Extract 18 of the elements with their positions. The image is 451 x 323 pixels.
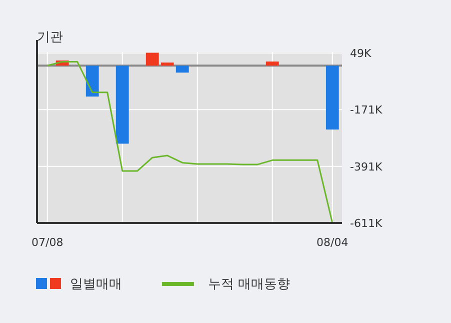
x-tick-label: 07/08: [32, 236, 64, 249]
bar: [326, 66, 339, 130]
bar: [86, 66, 99, 97]
bar: [116, 66, 129, 144]
chart-title: 기관: [37, 30, 63, 45]
y-tick-label: -171K: [350, 104, 383, 117]
legend-line: 누적 매매동향: [162, 277, 290, 292]
y-tick-label: 49K: [350, 47, 372, 60]
x-tick-label: 08/04: [316, 236, 348, 249]
y-tick-label: -391K: [350, 160, 383, 174]
bar: [160, 62, 174, 66]
bar: [146, 52, 159, 66]
bar: [176, 66, 189, 73]
legend-label: 누적 매매동향: [208, 277, 290, 292]
legend-bar: 일별매매: [36, 277, 122, 292]
y-tick-label: -611K: [350, 217, 383, 230]
bar: [266, 62, 279, 66]
legend-label: 일별매매: [70, 277, 122, 292]
